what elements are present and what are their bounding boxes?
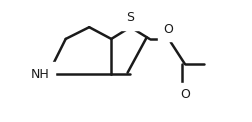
Text: NH: NH: [30, 68, 49, 81]
Text: O: O: [180, 88, 190, 101]
Text: O: O: [164, 23, 174, 36]
Text: S: S: [127, 11, 134, 24]
